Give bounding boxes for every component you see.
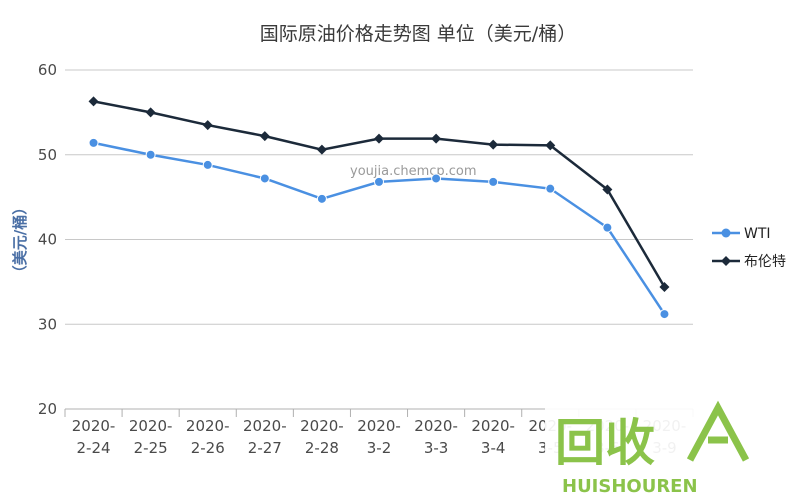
x-tick-label: 3-4 — [481, 439, 506, 457]
x-tick-label: 2020- — [300, 417, 344, 435]
data-point[interactable] — [488, 139, 499, 150]
data-point[interactable] — [374, 176, 384, 187]
data-point[interactable] — [316, 144, 327, 155]
data-point[interactable] — [602, 222, 613, 233]
data-point[interactable] — [659, 309, 670, 320]
x-tick-label: 3-3 — [424, 439, 449, 457]
legend-label: 布伦特 — [744, 254, 786, 270]
y-axis-label: （美元/桶） — [11, 200, 29, 280]
x-tick-label: 2020- — [471, 417, 515, 435]
data-point[interactable] — [545, 140, 556, 151]
data-point[interactable] — [145, 107, 156, 118]
data-point[interactable] — [431, 173, 442, 184]
legend-marker — [721, 256, 731, 266]
x-tick-label: 2-24 — [77, 439, 111, 457]
y-tick-label: 40 — [38, 231, 57, 249]
y-tick-label: 50 — [38, 146, 57, 164]
data-point[interactable] — [602, 184, 613, 195]
data-point[interactable] — [545, 183, 556, 194]
legend-item[interactable]: 布伦特 — [712, 254, 786, 270]
data-point[interactable] — [259, 173, 270, 184]
series-layer — [88, 96, 670, 320]
data-point[interactable] — [145, 149, 156, 160]
data-point[interactable] — [431, 133, 442, 144]
logo-cn-text: 回收 — [555, 414, 655, 472]
data-point[interactable] — [202, 159, 213, 170]
huishouren-logo: 回收 HUISHOUREN — [545, 400, 750, 497]
legend-item[interactable]: WTI — [712, 226, 771, 242]
x-tick-label: 2020- — [72, 417, 116, 435]
data-point[interactable] — [88, 96, 99, 107]
x-tick-label: 2-27 — [248, 439, 282, 457]
y-tick-label: 30 — [38, 315, 57, 333]
x-tick-label: 2020- — [414, 417, 458, 435]
data-point[interactable] — [659, 281, 670, 292]
x-tick-label: 2020- — [357, 417, 401, 435]
logo-mark-icon — [686, 400, 750, 462]
data-point[interactable] — [374, 133, 384, 144]
series-line-brent — [93, 100, 666, 288]
data-point[interactable] — [88, 137, 99, 148]
axes: 20 30 40 50 60 2020- 2-24 2020- 2-25 2020- 2-26 202… — [38, 61, 694, 457]
x-tick-label: 2020- — [129, 417, 173, 435]
data-point[interactable] — [259, 131, 270, 142]
legend[interactable]: WTI 布伦特 — [712, 226, 786, 270]
logo-en-text: HUISHOUREN — [562, 476, 698, 497]
x-tick-label: 3-2 — [367, 439, 392, 457]
x-tick-label: 2-25 — [134, 439, 168, 457]
data-point[interactable] — [488, 176, 499, 187]
x-tick-label: 2-26 — [191, 439, 225, 457]
x-tick-label: 2-28 — [305, 439, 339, 457]
x-tick-label: 2020- — [186, 417, 230, 435]
grid — [65, 69, 693, 410]
chart-title: 国际原油价格走势图 单位（美元/桶） — [260, 23, 576, 45]
x-tick-label: 2020- — [243, 417, 287, 435]
data-point[interactable] — [202, 120, 213, 131]
legend-marker — [721, 228, 731, 238]
y-tick-label: 60 — [38, 61, 57, 79]
data-point[interactable] — [316, 193, 327, 204]
watermark-text: youjia.chemcp.com — [350, 164, 477, 179]
y-tick-label: 20 — [38, 400, 57, 418]
legend-label: WTI — [744, 226, 771, 242]
